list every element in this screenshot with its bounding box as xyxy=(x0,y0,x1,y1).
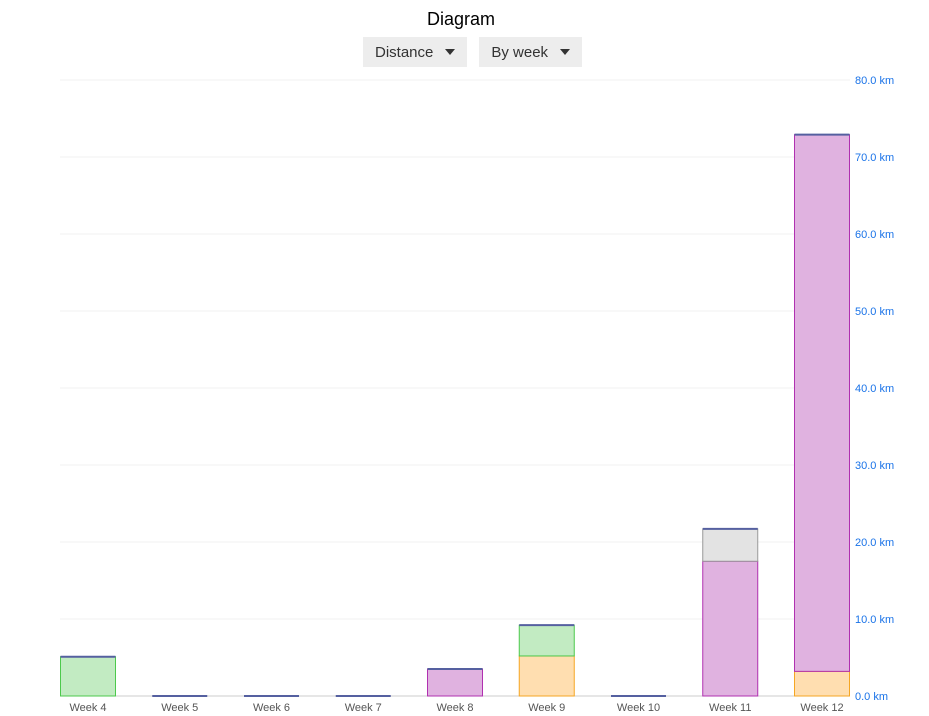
y-tick-label: 50.0 km xyxy=(855,306,894,318)
caret-down-icon xyxy=(560,49,571,55)
x-tick-label: Week 9 xyxy=(528,702,565,714)
chart-title: Diagram xyxy=(426,9,496,29)
y-tick-label: 10.0 km xyxy=(855,614,894,626)
x-tick-label: Week 11 xyxy=(709,702,751,714)
bar-segment xyxy=(794,670,850,697)
bar-segment xyxy=(702,560,759,697)
bar-segment xyxy=(794,134,850,672)
y-tick-label: 20.0 km xyxy=(855,537,894,549)
bar-segment xyxy=(518,655,575,697)
y-tick-label: 60.0 km xyxy=(855,229,894,241)
y-tick-label: 40.0 km xyxy=(855,383,894,395)
bar-segment xyxy=(60,656,116,697)
y-tick-label: 70.0 km xyxy=(855,152,894,164)
metric-dropdown[interactable]: Distance xyxy=(363,37,468,67)
x-tick-label: Week 6 xyxy=(253,702,290,714)
bar-segment xyxy=(702,528,759,562)
metric-label: Distance xyxy=(375,43,434,61)
x-tick-label: Week 8 xyxy=(436,702,473,714)
x-tick-label: Week 4 xyxy=(69,702,106,714)
x-tick-label: Week 12 xyxy=(800,702,843,714)
x-tick-label: Week 10 xyxy=(617,702,660,714)
bar-segment xyxy=(427,668,483,697)
y-tick-label: 30.0 km xyxy=(855,460,894,472)
controls: Distance By week xyxy=(363,37,583,67)
period-label: By week xyxy=(491,43,549,61)
caret-down-icon xyxy=(445,49,456,55)
period-dropdown[interactable]: By week xyxy=(479,37,583,67)
x-tick-label: Week 5 xyxy=(161,702,198,714)
bar-segment xyxy=(518,624,575,657)
x-tick-label: Week 7 xyxy=(345,702,382,714)
y-tick-label: 80.0 km xyxy=(855,75,894,87)
y-tick-label: 0.0 km xyxy=(855,691,888,703)
